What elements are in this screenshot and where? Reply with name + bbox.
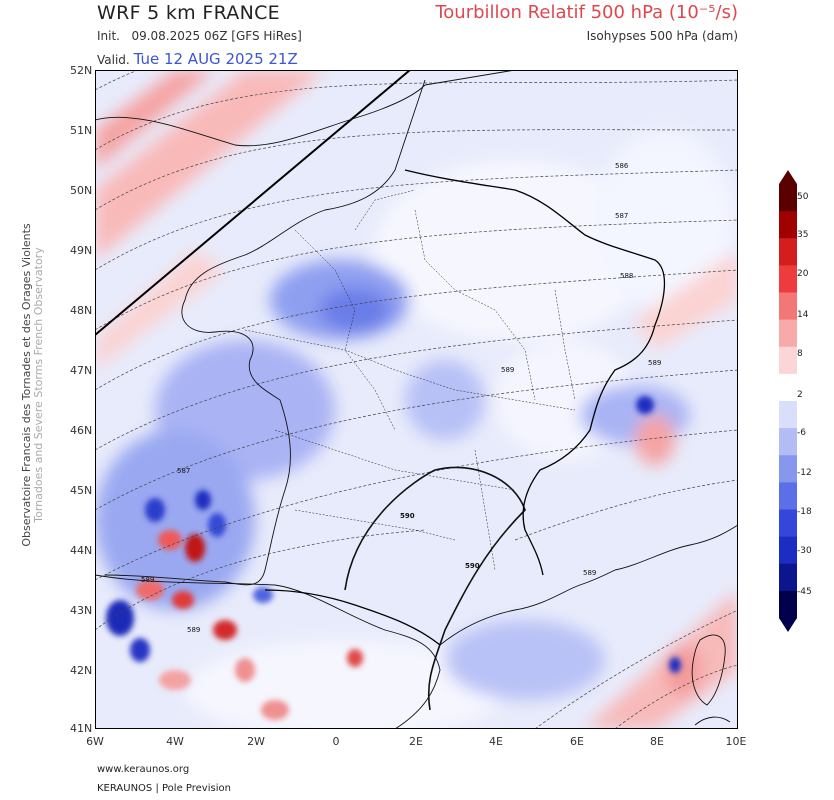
x-tick-label: 0	[332, 735, 340, 748]
colorbar-segment	[779, 536, 797, 565]
colorbar-tick-label: 8	[797, 349, 803, 359]
x-tick-label: 6E	[570, 735, 584, 748]
contour-label: 589	[501, 366, 514, 374]
y-tick-label: 42N	[70, 664, 93, 677]
valid-date: Tue 12 AUG 2025 21Z	[133, 50, 298, 68]
colorbar	[779, 170, 797, 632]
coastlines	[95, 70, 738, 729]
colorbar-segment	[779, 265, 797, 294]
colorbar-segment	[779, 346, 797, 375]
init-value: 09.08.2025 06Z [GFS HiRes]	[131, 29, 302, 43]
colorbar-segment	[779, 319, 797, 348]
colorbar-segment	[779, 184, 797, 212]
y-tick-label: 48N	[70, 304, 93, 317]
y-tick-label: 50N	[70, 184, 93, 197]
colorbar-tick-label: -12	[797, 468, 812, 478]
contour-label: 589	[583, 569, 596, 577]
frontal-line	[95, 70, 411, 336]
x-tick-label: 10E	[725, 735, 747, 748]
colorbar-bottom-arrow	[779, 618, 797, 632]
valid-line: Valid. Tue 12 AUG 2025 21Z	[97, 50, 298, 68]
colorbar-segment	[779, 455, 797, 483]
y-tick-label: 43N	[70, 604, 93, 617]
country-borders	[264, 169, 666, 646]
colorbar-segment	[779, 509, 797, 538]
colorbar-segment	[779, 428, 797, 456]
colorbar-segment	[779, 292, 797, 321]
colorbar-segments	[779, 170, 797, 632]
contour-labels: 586 587 588 589 587 589 589 589 589 590 …	[141, 162, 661, 634]
map-svg: 586 587 588 589 587 589 589 589 589 590 …	[95, 70, 738, 729]
colorbar-segment	[779, 373, 797, 402]
contour-label: 589	[187, 626, 200, 634]
model-title: WRF 5 km FRANCE	[97, 2, 280, 24]
colorbar-tick-label: -30	[797, 546, 812, 556]
x-tick-label: 6W	[86, 735, 104, 748]
colorbar-tick-label: 20	[797, 269, 809, 279]
y-tick-label: 52N	[70, 64, 93, 77]
footer-url: www.keraunos.org	[97, 764, 190, 775]
y-tick-label: 49N	[70, 244, 93, 257]
colorbar-segment	[779, 401, 797, 429]
x-tick-label: 4W	[166, 735, 184, 748]
y-tick-label: 45N	[70, 484, 93, 497]
contour-label: 588	[620, 272, 633, 280]
colorbar-tick-label: 35	[797, 230, 809, 240]
colorbar-segment	[779, 238, 797, 266]
x-tick-label: 8E	[650, 735, 664, 748]
contour-label: 589	[141, 576, 154, 584]
colorbar-segment	[779, 590, 797, 619]
contour-590	[344, 466, 526, 711]
y-tick-label: 47N	[70, 364, 93, 377]
contour-label: 586	[615, 162, 629, 170]
valid-label: Valid.	[97, 53, 130, 67]
contour-label: 590	[400, 512, 415, 520]
colorbar-tick-label: -45	[797, 587, 812, 597]
contour-label: 587	[615, 212, 628, 220]
footer-brand: KERAUNOS | Pole Prevision	[97, 783, 231, 794]
colorbar-segment	[779, 211, 797, 239]
contour-label: 590	[465, 562, 480, 570]
colorbar-tick-label: 50	[797, 192, 809, 202]
isohypses	[95, 70, 738, 729]
convective-cells	[106, 396, 681, 720]
regional-boundaries	[244, 189, 576, 571]
x-tick-label: 2W	[247, 735, 265, 748]
parameter-subtitle: Isohypses 500 hPa (dam)	[586, 29, 738, 43]
colorbar-segment	[779, 482, 797, 511]
colorbar-tick-label: 14	[797, 310, 809, 320]
vorticity-map: 586 587 588 589 587 589 589 589 589 590 …	[95, 70, 738, 729]
init-label: Init.	[97, 29, 120, 43]
y-tick-label: 51N	[70, 124, 93, 137]
colorbar-tick-label: -6	[797, 428, 806, 438]
x-tick-label: 4E	[489, 735, 503, 748]
x-tick-label: 2E	[409, 735, 423, 748]
init-line: Init. 09.08.2025 06Z [GFS HiRes]	[97, 29, 302, 43]
colorbar-tick-label: 2	[797, 390, 803, 400]
colorbar-top-arrow	[779, 170, 797, 184]
colorbar-segment	[779, 563, 797, 592]
contour-label: 589	[648, 359, 661, 367]
y-tick-label: 41N	[70, 722, 93, 735]
contour-label: 587	[177, 467, 190, 475]
y-tick-label: 46N	[70, 424, 93, 437]
parameter-title: Tourbillon Relatif 500 hPa (10⁻⁵/s)	[435, 2, 738, 23]
side-text-secondary: Tornadoes and Severe Storms French Obser…	[32, 247, 45, 523]
vorticity-field	[95, 70, 738, 729]
y-tick-label: 44N	[70, 544, 93, 557]
colorbar-tick-label: -18	[797, 507, 812, 517]
